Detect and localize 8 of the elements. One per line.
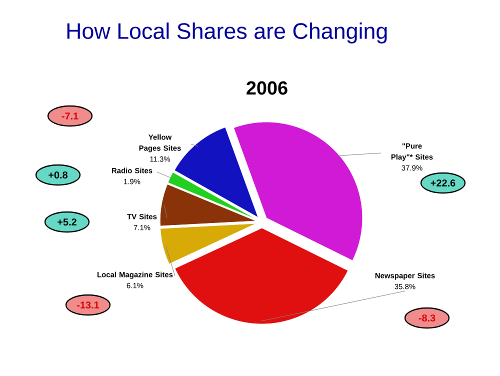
text: -13.1 — [77, 301, 100, 309]
chart-title: How Local Shares are Changing — [67, 22, 387, 44]
text: +22.6 — [430, 179, 456, 187]
text: +0.8 — [48, 171, 68, 179]
text: -7.1 — [62, 112, 78, 120]
text: +5.2 — [58, 218, 76, 226]
text: -8.3 — [418, 314, 436, 322]
chart-subtitle: 2006 — [246, 81, 288, 95]
